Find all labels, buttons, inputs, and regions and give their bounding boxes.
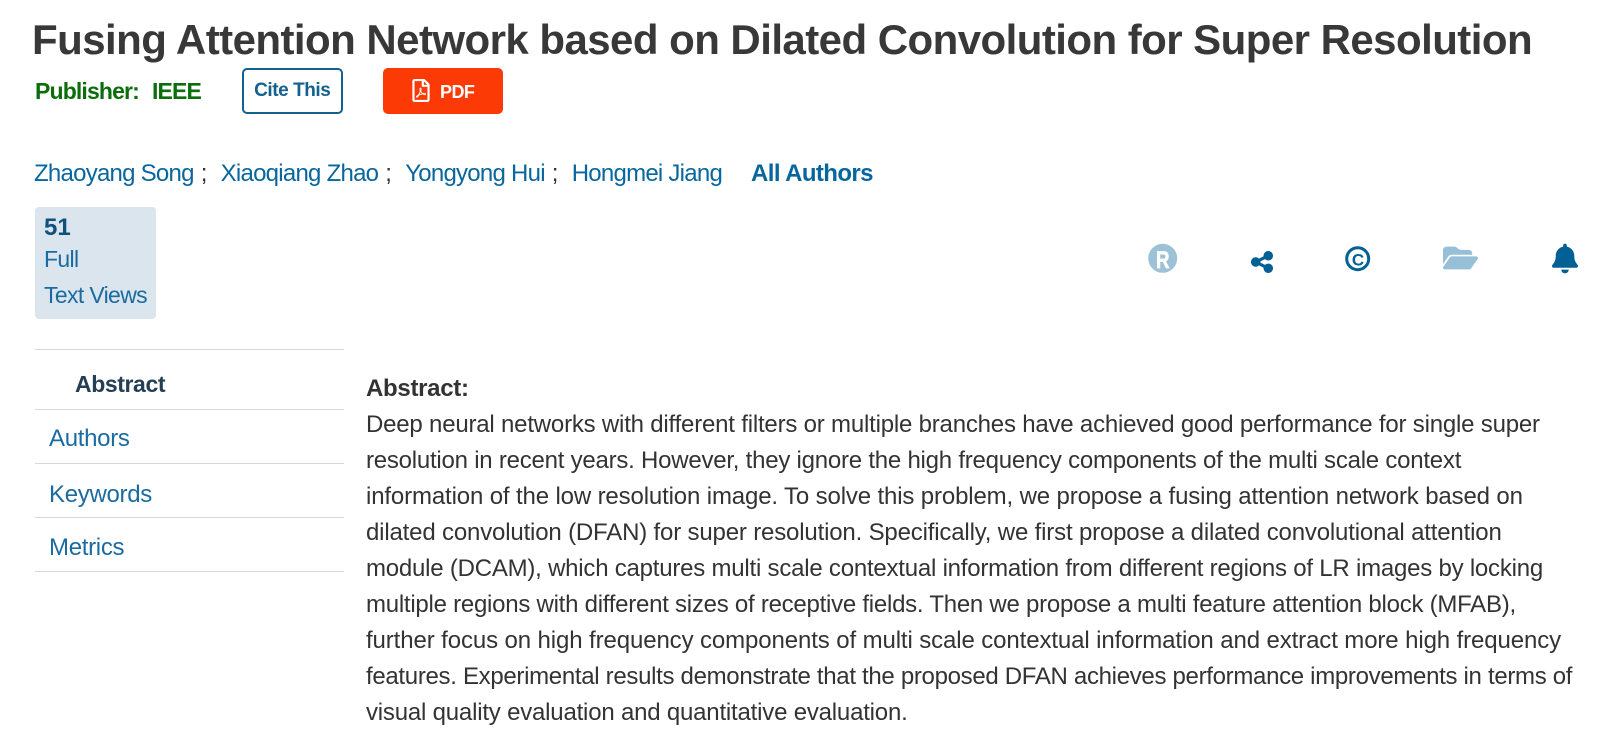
- svg-text:C: C: [1352, 250, 1364, 269]
- svg-text:R: R: [1156, 247, 1170, 274]
